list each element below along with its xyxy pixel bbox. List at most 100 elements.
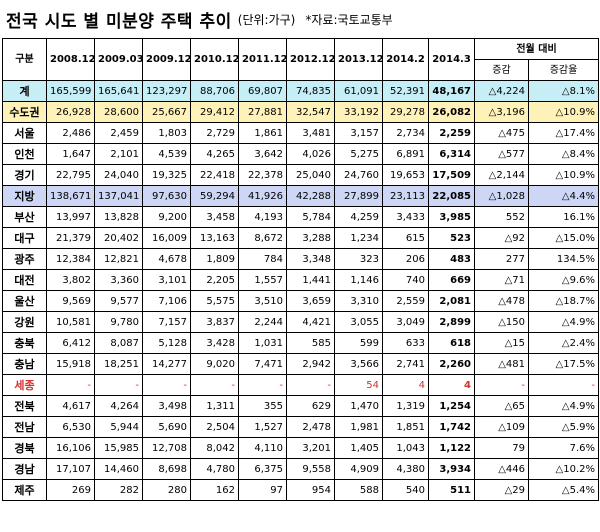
value-cell: 1,851 [382,416,429,438]
value-cell: 74,835 [286,80,335,102]
row-label: 대구 [2,227,47,249]
value-cell: 3,428 [190,332,239,354]
change-cell: △475 [474,122,529,144]
change-cell: △1,028 [474,185,529,207]
header-period: 2012.12 [286,38,335,81]
row-label: 대전 [2,269,47,291]
value-cell: 269 [46,479,95,501]
value-cell: 88,706 [190,80,239,102]
value-cell: 585 [286,332,335,354]
row-label: 수도권 [2,101,47,123]
row-label: 인천 [2,143,47,165]
value-cell: 4,265 [190,143,239,165]
value-cell: 29,278 [382,101,429,123]
value-cell: 3,348 [286,248,335,270]
value-cell: 3,201 [286,437,335,459]
value-cell: 123,297 [142,80,191,102]
header-period: 2008.12 [46,38,95,81]
value-cell: 1,441 [286,269,335,291]
value-cell: 52,391 [382,80,429,102]
table-row: 대전 3,802 3,360 3,101 2,205 1,557 1,441 1,146 740… [2,269,600,291]
rate-cell: △4.9% [527,311,600,333]
value-cell: 42,288 [286,185,335,207]
value-cell: 21,379 [46,227,95,249]
value-cell: 7,157 [142,311,191,333]
row-label: 경남 [2,458,47,480]
row-label: 경북 [2,437,47,459]
value-cell: 629 [286,395,335,417]
value-cell: 5,575 [190,290,239,312]
value-cell: 97,630 [142,185,191,207]
value-cell: 61,091 [334,80,383,102]
value-cell: 4,380 [382,458,429,480]
rate-cell: △9.6% [527,269,600,291]
value-cell: 162 [190,479,239,501]
value-cell: 4,026 [286,143,335,165]
source-label: *자료:국토교통부 [305,12,393,27]
value-cell: 2,741 [382,353,429,375]
value-cell: 1,647 [46,143,95,165]
row-label: 강원 [2,311,47,333]
value-cell: 1,557 [238,269,287,291]
change-cell: △481 [474,353,529,375]
value-cell: 9,569 [46,290,95,312]
change-cell: 79 [474,437,529,459]
rate-cell: △15.0% [527,227,600,249]
value-cell: 48,167 [428,80,475,102]
value-cell: 669 [428,269,475,291]
change-cell: △71 [474,269,529,291]
rate-cell: △5.9% [527,416,600,438]
value-cell: 3,055 [334,311,383,333]
change-cell: - [474,374,529,396]
rate-cell: △8.4% [527,143,600,165]
value-cell: 28,600 [94,101,143,123]
value-cell: 9,558 [286,458,335,480]
rate-cell: △4.4% [527,185,600,207]
value-cell: 27,899 [334,185,383,207]
value-cell: 3,985 [428,206,475,228]
value-cell: 6,412 [46,332,95,354]
value-cell: 2,559 [382,290,429,312]
change-cell: △150 [474,311,529,333]
value-cell: 54 [334,374,383,396]
value-cell: 618 [428,332,475,354]
value-cell: 138,671 [46,185,95,207]
value-cell: 8,698 [142,458,191,480]
header-period: 2009.12 [142,38,191,81]
value-cell: 784 [238,248,287,270]
value-cell: 5,784 [286,206,335,228]
value-cell: 3,157 [334,122,383,144]
value-cell: 1,254 [428,395,475,417]
value-cell: 3,049 [382,311,429,333]
unit-label: (단위:가구) [237,12,296,27]
value-cell: 19,653 [382,164,429,186]
table-row: 제주 269 282 280 162 97 954 588 540 511 △29 △5.4% [2,479,600,501]
header-label: 구분 [2,38,47,81]
title-bar: 전국 시도 별 미분양 주택 추이 (단위:가구) *자료:국토교통부 [0,0,600,38]
row-label: 충남 [2,353,47,375]
value-cell: 25,667 [142,101,191,123]
header-period: 2014.2 [382,38,429,81]
value-cell: 22,795 [46,164,95,186]
value-cell: 9,020 [190,353,239,375]
row-label: 광주 [2,248,47,270]
value-cell: - [142,374,191,396]
value-cell: 523 [428,227,475,249]
value-cell: 22,378 [238,164,287,186]
value-cell: 23,113 [382,185,429,207]
value-cell: 2,101 [94,143,143,165]
value-cell: 8,042 [190,437,239,459]
change-cell: △3,196 [474,101,529,123]
value-cell: 16,009 [142,227,191,249]
value-cell: 165,599 [46,80,95,102]
row-label: 전남 [2,416,47,438]
rate-cell: △2.4% [527,332,600,354]
unsold-housing-table: 구분 2008.12 2009.03 2009.12 2010.12 2011.… [2,38,600,501]
table-row: 충북 6,412 8,087 5,128 3,428 1,031 585 599 633 618 △… [2,332,600,354]
value-cell: 2,260 [428,353,475,375]
value-cell: 4 [382,374,429,396]
change-cell: △92 [474,227,529,249]
value-cell: 3,566 [334,353,383,375]
value-cell: 6,530 [46,416,95,438]
value-cell: 2,459 [94,122,143,144]
